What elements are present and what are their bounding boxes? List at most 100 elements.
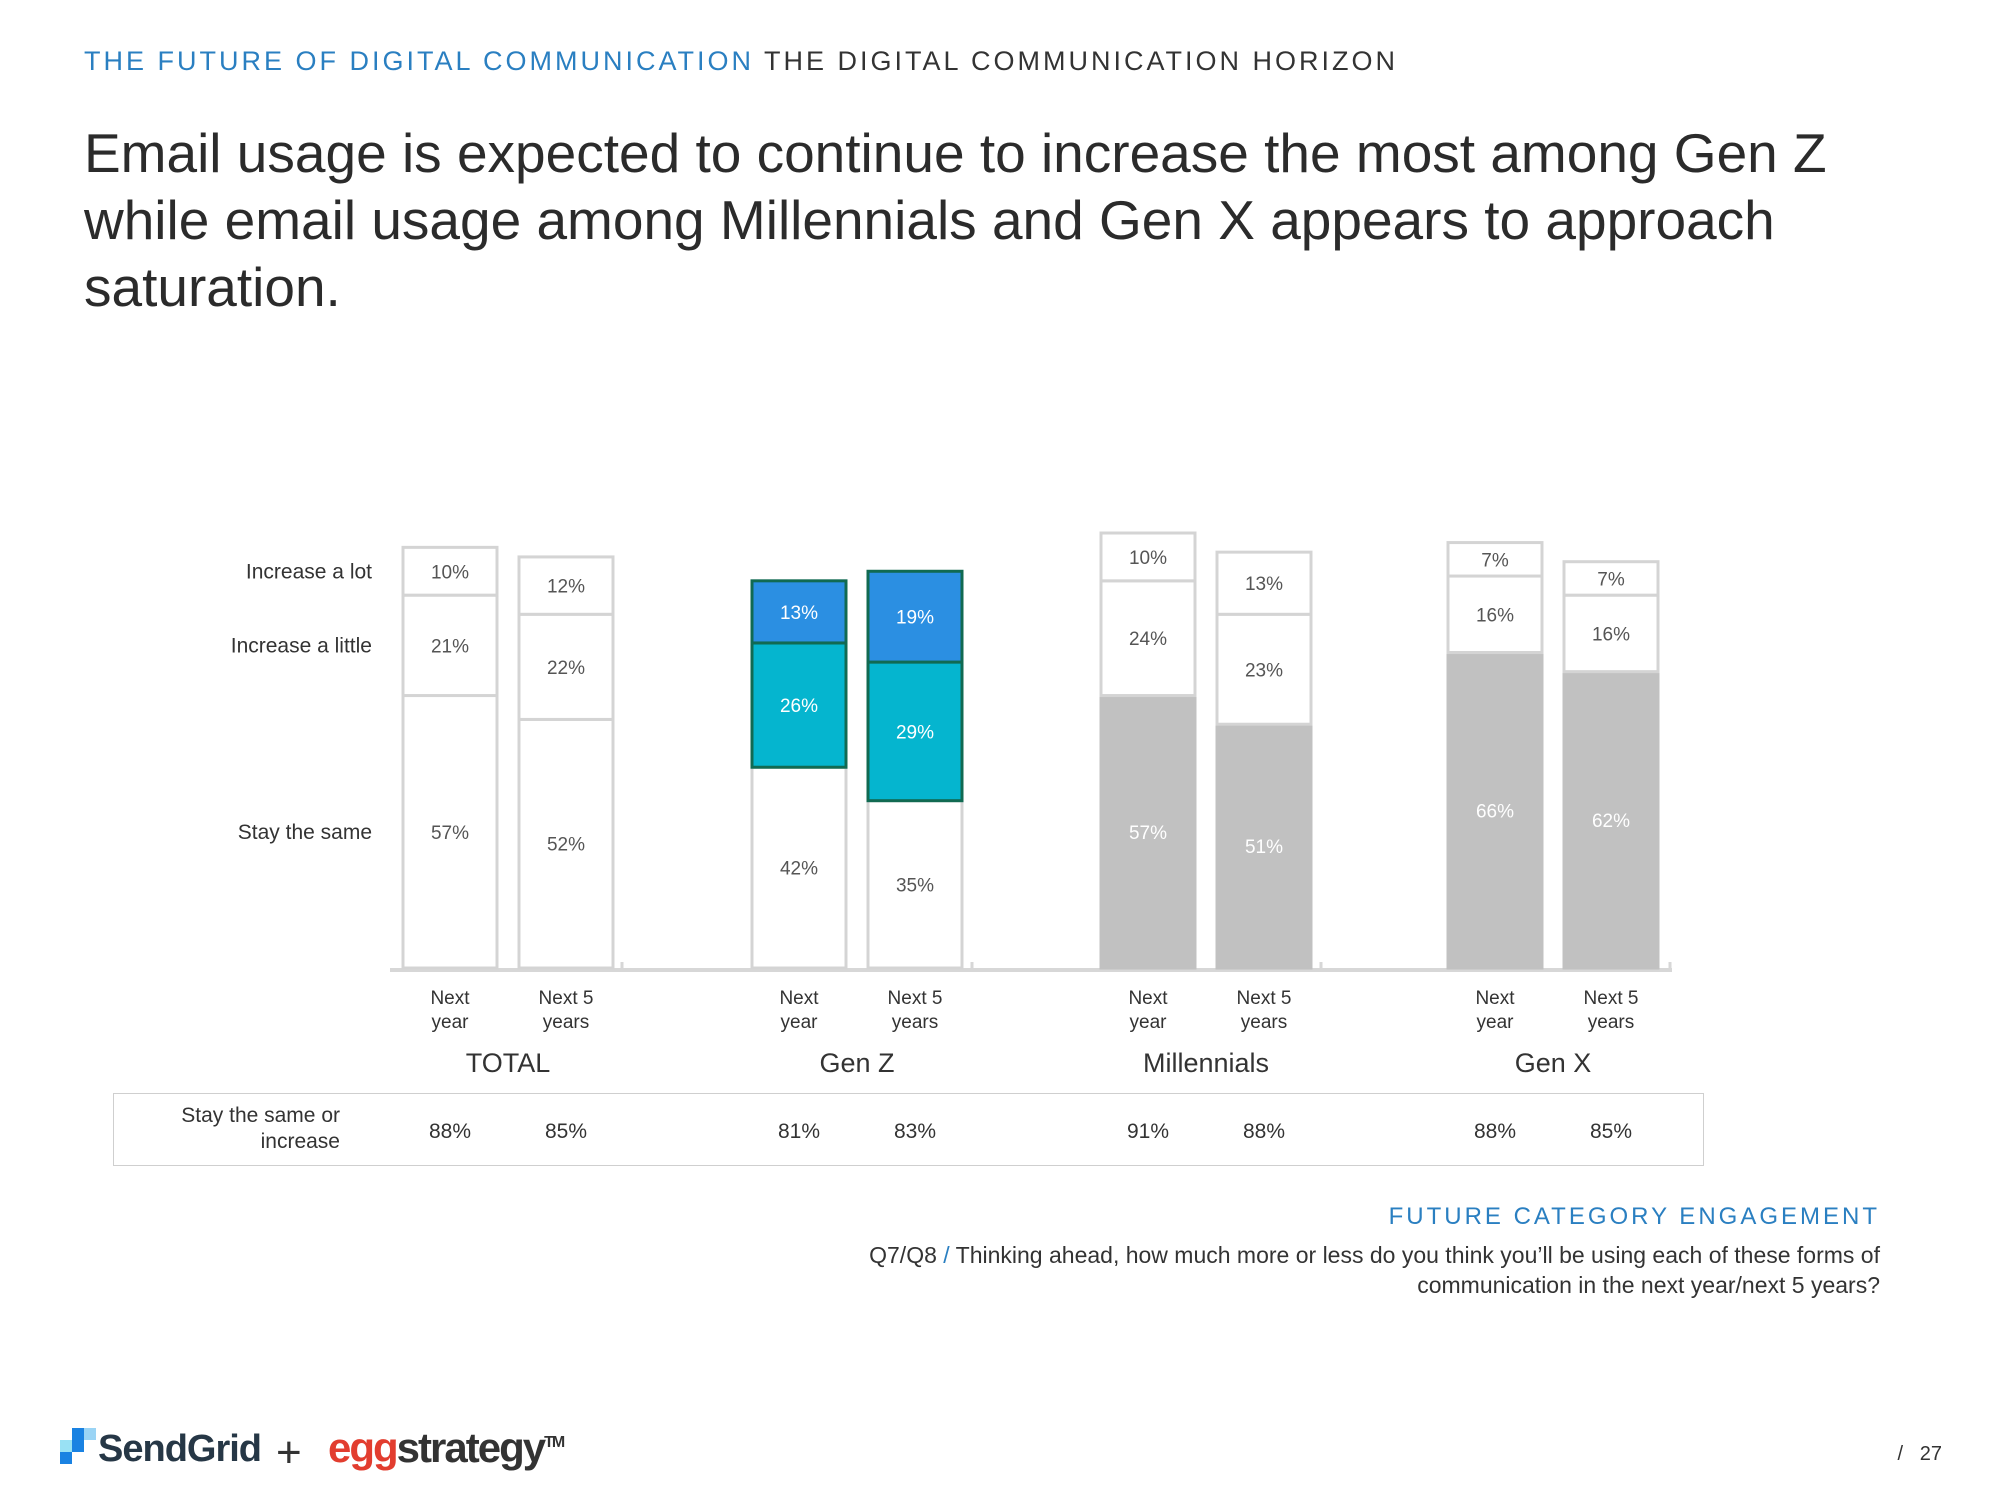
sendgrid-logo-icon-part bbox=[84, 1428, 96, 1440]
stay-same-or-increase-value: 85% bbox=[1589, 1120, 1633, 1143]
row-label-2: Stay the same bbox=[238, 821, 372, 844]
x-tick-label: Next bbox=[779, 988, 819, 1009]
page-separator: / bbox=[1897, 1443, 1904, 1465]
data-label: 21% bbox=[431, 636, 469, 657]
x-tick-label: years bbox=[892, 1012, 938, 1033]
data-label: 51% bbox=[1245, 837, 1283, 858]
stay-same-or-increase-value: 88% bbox=[1473, 1120, 1517, 1143]
data-label: 16% bbox=[1476, 605, 1514, 626]
data-label: 10% bbox=[431, 562, 469, 583]
bar-segment-gen-x-0-2 bbox=[1446, 541, 1544, 578]
data-label: 57% bbox=[1129, 823, 1167, 844]
x-tick-label: year bbox=[1477, 1012, 1515, 1033]
bar-segment-millennials-0-0 bbox=[1099, 694, 1197, 970]
group-label: Gen X bbox=[1515, 1048, 1592, 1078]
data-label: 7% bbox=[1481, 550, 1509, 571]
page-number: / 27 bbox=[1898, 1443, 1942, 1466]
stay-same-or-increase-row bbox=[113, 1093, 1704, 1166]
data-label: 24% bbox=[1129, 629, 1167, 650]
stay-same-or-increase-value: 81% bbox=[777, 1120, 821, 1143]
x-tick-label: Next bbox=[430, 988, 470, 1009]
stay-same-or-increase-value: 91% bbox=[1126, 1120, 1170, 1143]
page-number-value: 27 bbox=[1919, 1443, 1942, 1465]
data-label: 35% bbox=[896, 875, 934, 896]
bar-segment-millennials-1-2 bbox=[1215, 550, 1313, 616]
sendgrid-wordmark: SendGrid bbox=[98, 1428, 262, 1470]
row-label-0: Increase a lot bbox=[246, 560, 372, 583]
category-label: FUTURE CATEGORY ENGAGEMENT bbox=[1388, 1203, 1880, 1230]
stay-same-or-increase-value: 83% bbox=[893, 1120, 937, 1143]
bar-segment-millennials-1-1 bbox=[1215, 612, 1313, 726]
data-label: 12% bbox=[547, 577, 585, 598]
group-label: TOTAL bbox=[466, 1048, 551, 1078]
eggstrategy-egg: egg bbox=[328, 1424, 399, 1471]
question-code: Q7/Q8 bbox=[869, 1242, 937, 1268]
bar-segment-gen-x-0-1 bbox=[1446, 574, 1544, 655]
eggstrategy-strategy: strategy bbox=[396, 1424, 546, 1471]
data-label: 29% bbox=[896, 722, 934, 743]
x-tick-label: Next 5 bbox=[888, 988, 943, 1009]
x-tick-label: years bbox=[1588, 1012, 1634, 1033]
bar-segment-millennials-0-2 bbox=[1099, 531, 1197, 583]
group-label: Millennials bbox=[1143, 1048, 1269, 1078]
bar-segment-gen-x-1-0 bbox=[1562, 670, 1660, 970]
bar-segment-gen-x-0-0 bbox=[1446, 651, 1544, 970]
x-tick-label: years bbox=[1241, 1012, 1287, 1033]
bar-segment-gen-x-1-1 bbox=[1562, 593, 1660, 674]
x-tick-label: years bbox=[543, 1012, 589, 1033]
stay-same-or-increase-value: 88% bbox=[428, 1120, 472, 1143]
section-header: THE FUTURE OF DIGITAL COMMUNICATION THE … bbox=[84, 46, 1398, 77]
plus-sign: + bbox=[276, 1428, 302, 1477]
row-label-1: Increase a little bbox=[231, 634, 372, 657]
x-tick-label: year bbox=[781, 1012, 819, 1033]
question-text: Q7/Q8 / Thinking ahead, how much more or… bbox=[730, 1240, 1880, 1300]
sendgrid-logo-icon-part bbox=[60, 1452, 72, 1464]
x-tick-label: year bbox=[432, 1012, 470, 1033]
bar-segment-gen-z-0-2 bbox=[750, 579, 848, 645]
stay-same-or-increase-value: 85% bbox=[544, 1120, 588, 1143]
x-tick-label: Next 5 bbox=[1584, 988, 1639, 1009]
data-label: 26% bbox=[780, 696, 818, 717]
section-title: THE FUTURE OF DIGITAL COMMUNICATION bbox=[84, 46, 754, 76]
data-label: 66% bbox=[1476, 801, 1514, 822]
bar-segment-gen-x-1-2 bbox=[1562, 560, 1660, 597]
sendgrid-logo-icon-part bbox=[60, 1440, 72, 1452]
data-label: 23% bbox=[1245, 660, 1283, 681]
data-label: 19% bbox=[896, 608, 934, 629]
question-separator: / bbox=[943, 1242, 950, 1268]
sendgrid-logo-icon-part bbox=[72, 1440, 84, 1452]
question-body: Thinking ahead, how much more or less do… bbox=[955, 1242, 1880, 1298]
stay-same-or-increase-label: Stay the same or increase bbox=[181, 1104, 340, 1153]
bar-segment-gen-z-1-2 bbox=[866, 569, 964, 664]
x-tick-label: Next 5 bbox=[1237, 988, 1292, 1009]
subsection-title: THE DIGITAL COMMUNICATION HORIZON bbox=[764, 46, 1398, 76]
group-label: Gen Z bbox=[819, 1048, 894, 1078]
data-label: 42% bbox=[780, 859, 818, 880]
data-label: 7% bbox=[1597, 569, 1625, 590]
eggstrategy-logo: eggstrategyTM bbox=[328, 1424, 565, 1472]
data-label: 13% bbox=[1245, 574, 1283, 595]
data-label: 57% bbox=[431, 823, 469, 844]
bar-segment-gen-z-1-1 bbox=[866, 660, 964, 803]
bar-segment-millennials-0-1 bbox=[1099, 579, 1197, 698]
bar-segment-total-1-0 bbox=[517, 717, 615, 970]
bar-segment-gen-z-0-1 bbox=[750, 641, 848, 769]
x-tick-label: year bbox=[1130, 1012, 1168, 1033]
x-tick-label: Next 5 bbox=[539, 988, 594, 1009]
stay-same-or-increase-value: 88% bbox=[1242, 1120, 1286, 1143]
data-label: 52% bbox=[547, 835, 585, 856]
data-label: 22% bbox=[547, 658, 585, 679]
data-label: 10% bbox=[1129, 548, 1167, 569]
data-label: 62% bbox=[1592, 811, 1630, 832]
bar-segment-gen-z-1-0 bbox=[866, 799, 964, 970]
sendgrid-logo-icon bbox=[72, 1428, 84, 1440]
x-tick-label: Next bbox=[1128, 988, 1168, 1009]
bar-segment-total-0-2 bbox=[401, 545, 499, 597]
x-tick-label: Next bbox=[1475, 988, 1515, 1009]
bar-segment-millennials-1-0 bbox=[1215, 722, 1313, 970]
bar-segment-total-1-2 bbox=[517, 555, 615, 616]
data-label: 16% bbox=[1592, 624, 1630, 645]
page-title: Email usage is expected to continue to i… bbox=[84, 122, 1827, 318]
eggstrategy-tm: TM bbox=[544, 1434, 565, 1451]
